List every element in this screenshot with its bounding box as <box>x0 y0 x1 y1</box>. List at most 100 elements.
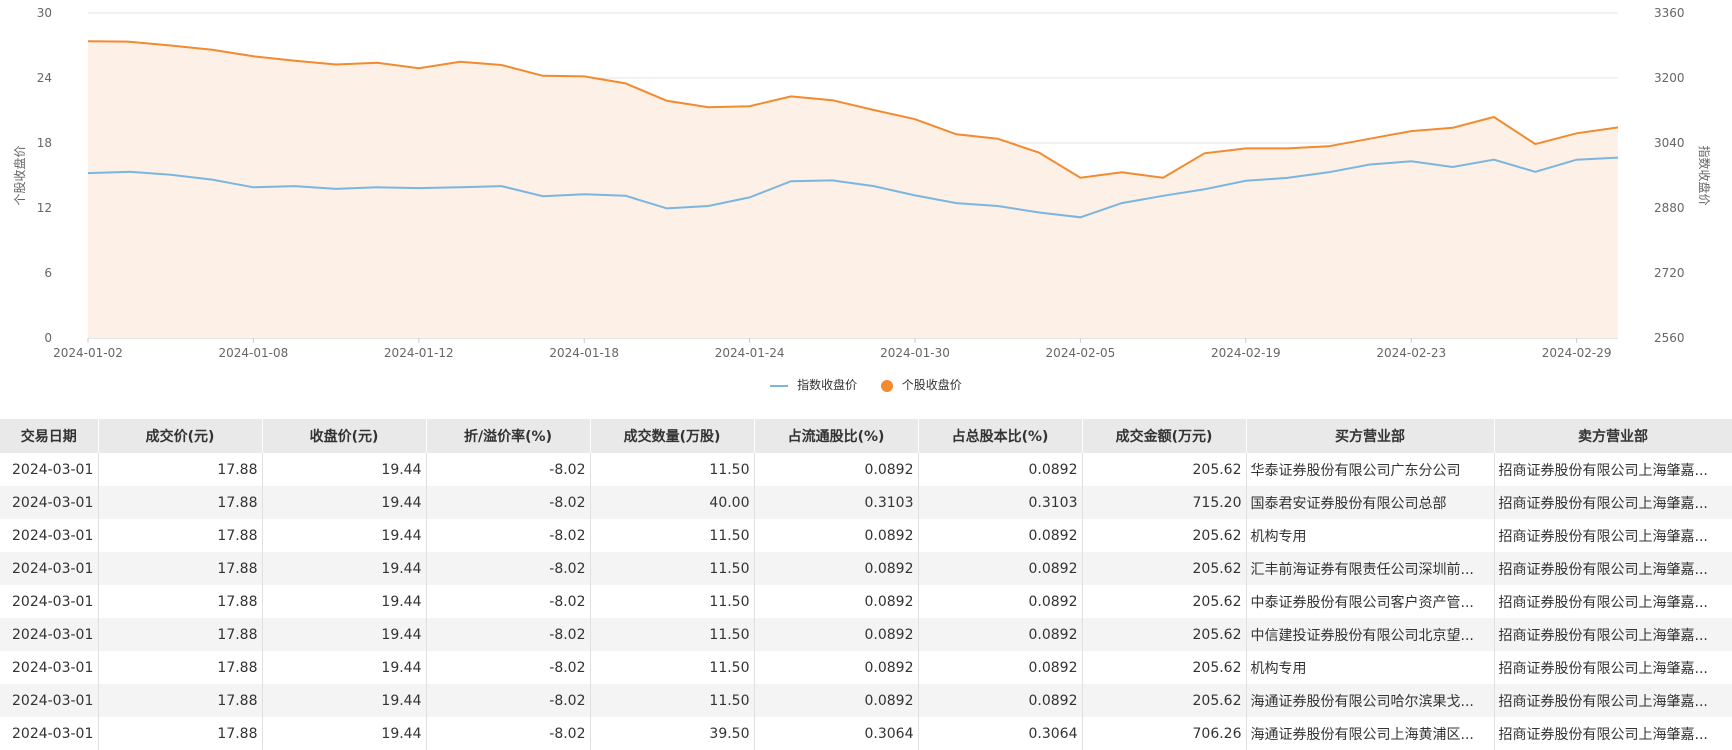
header-close-price[interactable]: 收盘价(元) <box>262 419 427 453</box>
table-row[interactable]: 2024-03-01 17.88 19.44 -8.02 40.00 0.3103 0.31… <box>0 486 1732 519</box>
x-tick-label: 2024-01-08 <box>219 346 289 360</box>
table-row[interactable]: 2024-03-01 17.88 19.44 -8.02 11.50 0.0892 0.08… <box>0 453 1732 486</box>
price-chart: 0 6 12 18 24 30 2560 2720 2880 3040 3200 3360 个股收盘价指… <box>0 6 1732 393</box>
cell-volume: 11.50 <box>590 453 755 486</box>
header-deal-price[interactable]: 成交价(元) <box>98 419 263 453</box>
cell-premium-rate: -8.02 <box>426 585 591 618</box>
table-row[interactable]: 2024-03-01 17.88 19.44 -8.02 11.50 0.0892 0.08… <box>0 618 1732 651</box>
header-trade-date[interactable]: 交易日期 <box>0 419 99 453</box>
cell-close-price: 19.44 <box>262 519 427 552</box>
cell-seller: 招商证券股份有限公司上海肇嘉... <box>1494 717 1732 750</box>
x-tick-label: 2024-01-18 <box>549 346 619 360</box>
cell-trade-date: 2024-03-01 <box>0 519 99 552</box>
table-row[interactable]: 2024-03-01 17.88 19.44 -8.02 11.50 0.0892 0.08… <box>0 552 1732 585</box>
cell-buyer: 海通证券股份有限公司哈尔滨果戈... <box>1246 684 1495 717</box>
block-trade-table: 交易日期 成交价(元) 收盘价(元) 折/溢价率(%) 成交数量(万股) 占流通… <box>0 419 1732 750</box>
cell-float-ratio: 0.3103 <box>754 486 919 519</box>
cell-trade-date: 2024-03-01 <box>0 717 99 750</box>
cell-premium-rate: -8.02 <box>426 453 591 486</box>
cell-close-price: 19.44 <box>262 684 427 717</box>
stock-area <box>88 41 1618 338</box>
header-total-ratio[interactable]: 占总股本比(%) <box>918 419 1083 453</box>
x-tick-label: 2024-01-02 <box>53 346 123 360</box>
header-buyer[interactable]: 买方营业部 <box>1246 419 1495 453</box>
right-tick-label: 2720 <box>1654 266 1685 280</box>
legend-label-stock: 个股收盘价 <box>901 378 962 392</box>
x-tick-label: 2024-01-12 <box>384 346 454 360</box>
right-tick-label: 2560 <box>1654 331 1685 345</box>
cell-close-price: 19.44 <box>262 486 427 519</box>
chart-legend: 指数收盘价 个股收盘价 <box>0 376 1732 393</box>
table-header-row: 交易日期 成交价(元) 收盘价(元) 折/溢价率(%) 成交数量(万股) 占流通… <box>0 419 1732 453</box>
cell-float-ratio: 0.0892 <box>754 651 919 684</box>
cell-deal-price: 17.88 <box>98 453 263 486</box>
x-tick-label: 2024-01-24 <box>715 346 785 360</box>
cell-amount: 205.62 <box>1082 453 1247 486</box>
table-row[interactable]: 2024-03-01 17.88 19.44 -8.02 39.50 0.3064 0.30… <box>0 717 1732 750</box>
cell-seller: 招商证券股份有限公司上海肇嘉... <box>1494 618 1732 651</box>
cell-deal-price: 17.88 <box>98 684 263 717</box>
cell-deal-price: 17.88 <box>98 717 263 750</box>
header-premium-rate[interactable]: 折/溢价率(%) <box>426 419 591 453</box>
cell-amount: 706.26 <box>1082 717 1247 750</box>
cell-premium-rate: -8.02 <box>426 684 591 717</box>
cell-buyer: 汇丰前海证券有限责任公司深圳前... <box>1246 552 1495 585</box>
cell-volume: 11.50 <box>590 684 755 717</box>
cell-float-ratio: 0.3064 <box>754 717 919 750</box>
left-tick-label: 12 <box>37 201 52 215</box>
table-row[interactable]: 2024-03-01 17.88 19.44 -8.02 11.50 0.0892 0.08… <box>0 684 1732 717</box>
table-row[interactable]: 2024-03-01 17.88 19.44 -8.02 11.50 0.0892 0.08… <box>0 519 1732 552</box>
cell-volume: 11.50 <box>590 585 755 618</box>
cell-close-price: 19.44 <box>262 717 427 750</box>
legend-item-stock[interactable]: 个股收盘价 <box>880 376 962 393</box>
cell-total-ratio: 0.0892 <box>918 684 1083 717</box>
cell-amount: 205.62 <box>1082 684 1247 717</box>
axis-layer: 0 6 12 18 24 30 2560 2720 2880 3040 3200 3360 个股收盘价 指… <box>12 6 1712 360</box>
header-volume[interactable]: 成交数量(万股) <box>590 419 755 453</box>
cell-seller: 招商证券股份有限公司上海肇嘉... <box>1494 519 1732 552</box>
cell-deal-price: 17.88 <box>98 552 263 585</box>
right-axis-title: 指数收盘价 <box>1697 145 1712 205</box>
right-tick-label: 3040 <box>1654 136 1685 150</box>
x-tick-label: 2024-02-23 <box>1376 346 1446 360</box>
cell-close-price: 19.44 <box>262 651 427 684</box>
right-tick-label: 2880 <box>1654 201 1685 215</box>
table-row[interactable]: 2024-03-01 17.88 19.44 -8.02 11.50 0.0892 0.08… <box>0 651 1732 684</box>
cell-premium-rate: -8.02 <box>426 486 591 519</box>
cell-total-ratio: 0.0892 <box>918 585 1083 618</box>
cell-close-price: 19.44 <box>262 453 427 486</box>
legend-label-index: 指数收盘价 <box>797 378 858 392</box>
cell-amount: 205.62 <box>1082 552 1247 585</box>
cell-seller: 招商证券股份有限公司上海肇嘉... <box>1494 453 1732 486</box>
cell-buyer: 海通证券股份有限公司上海黄浦区... <box>1246 717 1495 750</box>
cell-buyer: 中信建投证券股份有限公司北京望... <box>1246 618 1495 651</box>
block-trade-table-wrap: 交易日期 成交价(元) 收盘价(元) 折/溢价率(%) 成交数量(万股) 占流通… <box>0 419 1732 750</box>
right-tick-label: 3200 <box>1654 71 1685 85</box>
cell-total-ratio: 0.0892 <box>918 552 1083 585</box>
cell-volume: 40.00 <box>590 486 755 519</box>
cell-total-ratio: 0.0892 <box>918 651 1083 684</box>
cell-seller: 招商证券股份有限公司上海肇嘉... <box>1494 585 1732 618</box>
cell-trade-date: 2024-03-01 <box>0 453 99 486</box>
cell-buyer: 华泰证券股份有限公司广东分公司 <box>1246 453 1495 486</box>
x-tick-label: 2024-02-29 <box>1542 346 1612 360</box>
legend-item-index[interactable]: 指数收盘价 <box>770 376 857 393</box>
cell-premium-rate: -8.02 <box>426 552 591 585</box>
table-body: 2024-03-01 17.88 19.44 -8.02 11.50 0.0892 0.08… <box>0 453 1732 750</box>
cell-seller: 招商证券股份有限公司上海肇嘉... <box>1494 651 1732 684</box>
cell-deal-price: 17.88 <box>98 651 263 684</box>
header-amount[interactable]: 成交金额(万元) <box>1082 419 1247 453</box>
left-tick-label: 18 <box>37 136 52 150</box>
header-float-ratio[interactable]: 占流通股比(%) <box>754 419 919 453</box>
cell-volume: 11.50 <box>590 552 755 585</box>
table-row[interactable]: 2024-03-01 17.88 19.44 -8.02 11.50 0.0892 0.08… <box>0 585 1732 618</box>
cell-close-price: 19.44 <box>262 552 427 585</box>
x-tick-label: 2024-01-30 <box>880 346 950 360</box>
left-tick-label: 0 <box>44 331 52 345</box>
legend-line-icon <box>770 384 789 387</box>
header-seller[interactable]: 卖方营业部 <box>1494 419 1732 453</box>
cell-float-ratio: 0.0892 <box>754 684 919 717</box>
cell-float-ratio: 0.0892 <box>754 585 919 618</box>
cell-total-ratio: 0.3064 <box>918 717 1083 750</box>
cell-amount: 715.20 <box>1082 486 1247 519</box>
